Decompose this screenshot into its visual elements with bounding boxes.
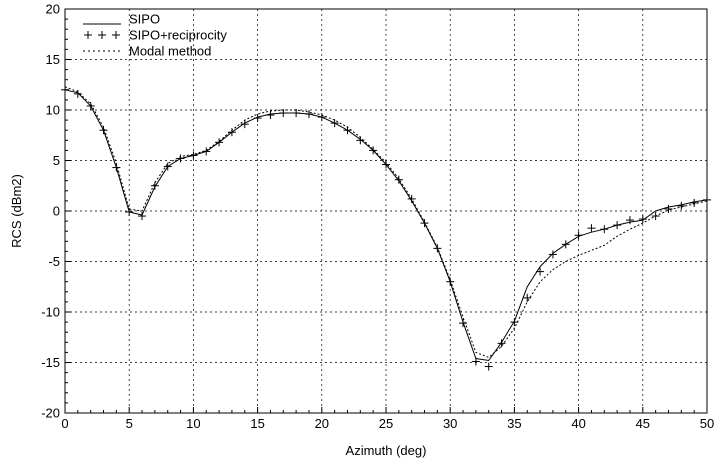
data-point-sipo-reciprocity xyxy=(484,362,493,371)
tick-layer: 0 5 10 15 20 25 30 35 40 45 50 -20 -15 -10 -5 0 5 10 15 20 xyxy=(41,2,714,432)
legend-label-sipo: SIPO xyxy=(129,12,160,27)
y-tick-label: -10 xyxy=(41,305,60,320)
data-point-sipo-reciprocity xyxy=(369,146,378,155)
series-markers-sipo-reciprocity xyxy=(61,85,711,371)
legend-swatch-sipo-reciprocity xyxy=(84,31,120,39)
data-point-sipo-reciprocity xyxy=(150,181,159,190)
data-point-sipo-reciprocity xyxy=(446,277,455,286)
x-tick-label: 45 xyxy=(636,416,650,431)
data-point-sipo-reciprocity xyxy=(690,198,699,207)
data-point-sipo-reciprocity xyxy=(677,201,686,210)
data-point-sipo-reciprocity xyxy=(304,110,313,119)
data-point-sipo-reciprocity xyxy=(497,339,506,348)
data-point-sipo-reciprocity xyxy=(292,109,301,118)
data-point-sipo-reciprocity xyxy=(574,231,583,240)
legend-item-sipo: SIPO xyxy=(83,12,160,27)
legend-label-sipo-reciprocity: SIPO+reciprocity xyxy=(129,28,227,43)
legend-plus-marker xyxy=(98,31,106,39)
y-tick-label: 5 xyxy=(53,153,60,168)
x-tick-label: 40 xyxy=(571,416,585,431)
legend-item-modal-method: Modal method xyxy=(83,44,211,59)
legend-item-sipo-reciprocity: SIPO+reciprocity xyxy=(84,28,227,43)
data-point-sipo-reciprocity xyxy=(253,114,262,123)
data-point-sipo-reciprocity xyxy=(86,101,95,110)
data-point-sipo-reciprocity xyxy=(330,119,339,128)
data-point-sipo-reciprocity xyxy=(394,175,403,184)
y-tick-label: 0 xyxy=(53,204,60,219)
x-tick-label: 0 xyxy=(61,416,68,431)
data-point-sipo-reciprocity xyxy=(176,154,185,163)
data-point-sipo-reciprocity xyxy=(638,215,647,224)
x-tick-label: 10 xyxy=(186,416,200,431)
y-tick-label: -15 xyxy=(41,355,60,370)
data-point-sipo-reciprocity xyxy=(317,113,326,122)
data-point-sipo-reciprocity xyxy=(266,111,275,120)
data-point-sipo-reciprocity xyxy=(471,357,480,366)
series-layer xyxy=(61,85,711,371)
series-line-modal-method xyxy=(64,86,708,358)
data-point-sipo-reciprocity xyxy=(240,120,249,129)
x-tick-label: 30 xyxy=(443,416,457,431)
data-point-sipo-reciprocity xyxy=(189,151,198,160)
y-tick-label: 15 xyxy=(46,52,60,67)
y-tick-label: -5 xyxy=(48,254,60,269)
data-point-sipo-reciprocity xyxy=(138,212,147,221)
y-tick-label: -20 xyxy=(41,406,60,421)
y-axis-label: RCS (dBm2) xyxy=(9,174,24,248)
grid xyxy=(65,9,707,413)
data-point-sipo-reciprocity xyxy=(613,221,622,230)
legend-plus-marker xyxy=(112,31,120,39)
x-axis-label: Azimuth (deg) xyxy=(346,443,427,458)
data-point-sipo-reciprocity xyxy=(99,126,108,135)
x-tick-label: 35 xyxy=(507,416,521,431)
x-tick-label: 5 xyxy=(126,416,133,431)
data-point-sipo-reciprocity xyxy=(163,162,172,171)
x-tick-label: 20 xyxy=(315,416,329,431)
data-point-sipo-reciprocity xyxy=(561,240,570,249)
x-tick-label: 25 xyxy=(379,416,393,431)
data-point-sipo-reciprocity xyxy=(125,208,134,217)
legend-plus-marker xyxy=(84,31,92,39)
data-point-sipo-reciprocity xyxy=(215,138,224,147)
y-tick-label: 10 xyxy=(46,103,60,118)
data-point-sipo-reciprocity xyxy=(548,250,557,259)
data-point-sipo-reciprocity xyxy=(587,224,596,233)
data-point-sipo-reciprocity xyxy=(536,267,545,276)
data-point-sipo-reciprocity xyxy=(625,216,634,225)
data-point-sipo-reciprocity xyxy=(523,293,532,302)
data-point-sipo-reciprocity xyxy=(600,225,609,234)
legend-label-modal-method: Modal method xyxy=(129,44,211,59)
y-tick-label: 20 xyxy=(46,2,60,17)
x-tick-label: 50 xyxy=(700,416,714,431)
legend: SIPO SIPO+reciprocity Modal method xyxy=(83,12,227,59)
x-tick-label: 15 xyxy=(250,416,264,431)
